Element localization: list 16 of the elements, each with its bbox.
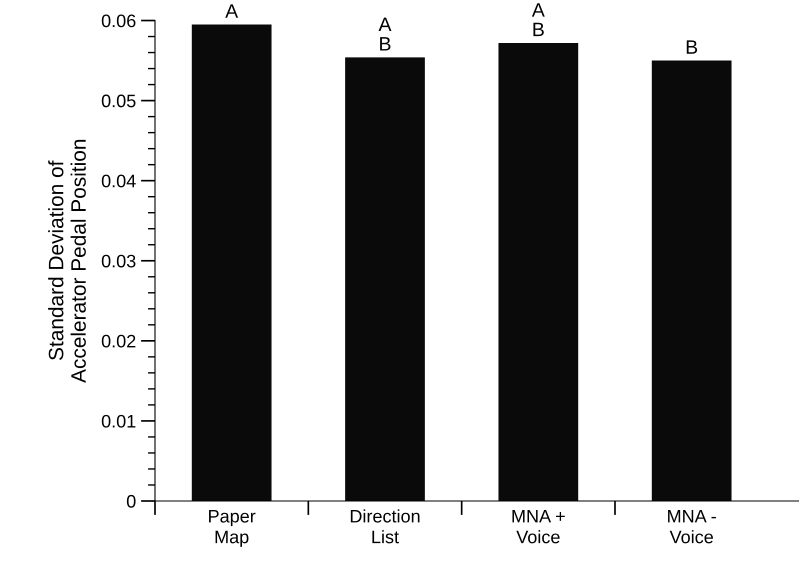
annotation: B [686,40,698,54]
y-tick-label: 0.02 [102,334,136,348]
y-tick-label: 0.05 [102,94,136,108]
y-axis-title: Standard Deviation of Accelerator Pedal Position [48,140,86,383]
x-tick-label: Paper Map [209,510,256,547]
annotation: A B [532,3,545,36]
y-tick-label: 0.06 [102,14,136,28]
x-tick-label: MNA + Voice [512,510,565,544]
x-tick-label: Direction List [350,509,420,544]
y-tick-label: 0.04 [102,174,136,188]
y-tick-label: 0.01 [102,414,136,428]
y-tick-label: 0 [126,494,136,508]
annotation: A B [378,18,392,51]
x-tick-label: MNA - Voice [668,510,716,544]
y-tick-label: 0.03 [102,254,136,268]
annotation: A [225,4,238,18]
